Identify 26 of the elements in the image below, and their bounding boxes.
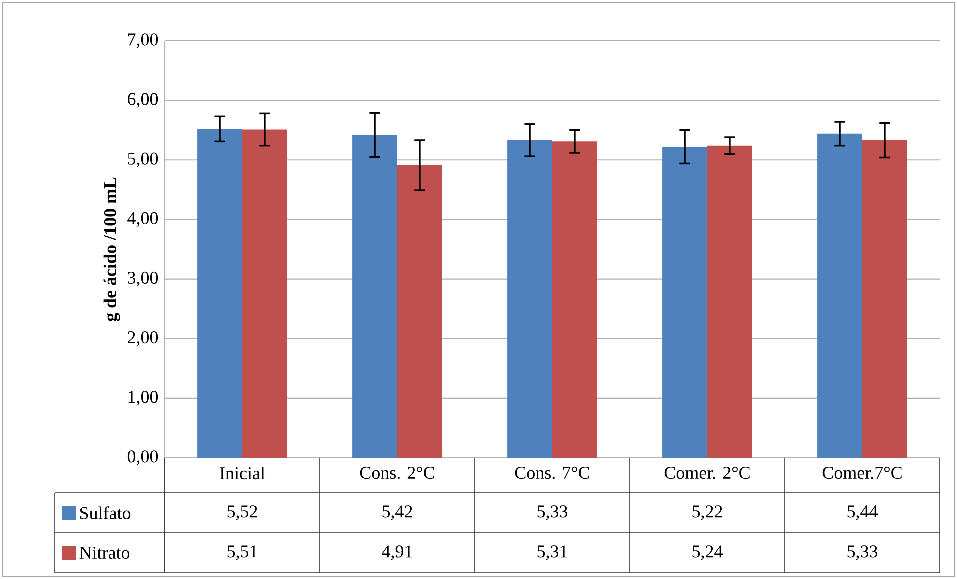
x-tick-label: Cons. 7°C — [515, 466, 590, 480]
x-tick-label: Cons. 2°C — [360, 466, 434, 480]
legend-label: Nitrato — [80, 546, 130, 560]
y-tick-label: 7,00 — [128, 34, 158, 48]
data-label: 4,91 — [382, 546, 412, 560]
data-label: 5,33 — [538, 506, 568, 520]
data-label: 5,22 — [692, 506, 722, 520]
y-tick-label: 2,00 — [128, 331, 158, 346]
y-tick-label: 1,00 — [128, 391, 158, 406]
y-tick-label: 6,00 — [128, 93, 158, 108]
data-label: 5,44 — [848, 506, 878, 520]
legend-label: Sulfato — [80, 506, 131, 520]
y-tick-label: 4,00 — [128, 212, 158, 228]
x-tick-label: Inicial — [220, 466, 266, 480]
x-tick-label: Comer. 2°C — [664, 466, 750, 480]
y-tick-label: 0,00 — [128, 450, 158, 466]
data-label: 5,24 — [692, 546, 723, 560]
y-tick-label: 5,00 — [128, 152, 158, 168]
data-label: 5,33 — [848, 546, 878, 560]
y-axis-title: g de ácido /100 mL — [104, 178, 120, 322]
data-label: 5,31 — [538, 546, 568, 560]
data-label: 5,52 — [228, 506, 258, 520]
data-label: 5,42 — [382, 506, 412, 520]
data-label: 5,51 — [228, 546, 258, 560]
x-tick-label: Comer.7°C — [822, 466, 902, 480]
y-tick-label: 3,00 — [128, 272, 158, 287]
